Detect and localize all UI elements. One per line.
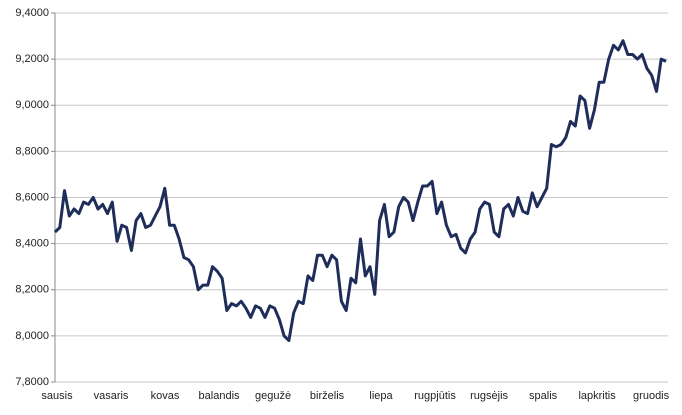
x-tick-label: sausis (41, 390, 73, 402)
y-tick-label: 8,0000 (15, 330, 49, 342)
line-series (53, 39, 667, 342)
y-tick-label: 9,2000 (15, 53, 49, 65)
y-tick-label: 8,6000 (15, 191, 49, 203)
y-tick-label: 7,8000 (15, 376, 49, 388)
x-tick-label: gruodis (633, 390, 670, 402)
x-tick-label: rugpjūtis (414, 390, 456, 402)
y-tick-label: 8,2000 (15, 284, 49, 296)
x-tick-label: liepa (369, 390, 393, 402)
x-tick-label: balandis (199, 390, 240, 402)
x-tick-label: gegužė (255, 390, 291, 402)
x-tick-label: rugsėjis (470, 390, 508, 402)
y-tick-label: 8,8000 (15, 145, 49, 157)
y-tick-label: 9,0000 (15, 99, 49, 111)
x-tick-label: spalis (529, 390, 558, 402)
x-tick-label: kovas (151, 390, 180, 402)
y-tick-label: 8,4000 (15, 238, 49, 250)
x-tick-label: vasaris (94, 390, 129, 402)
y-tick-label: 9,4000 (15, 7, 49, 19)
x-tick-label: lapkritis (578, 390, 616, 402)
x-tick-label: birželis (310, 390, 345, 402)
